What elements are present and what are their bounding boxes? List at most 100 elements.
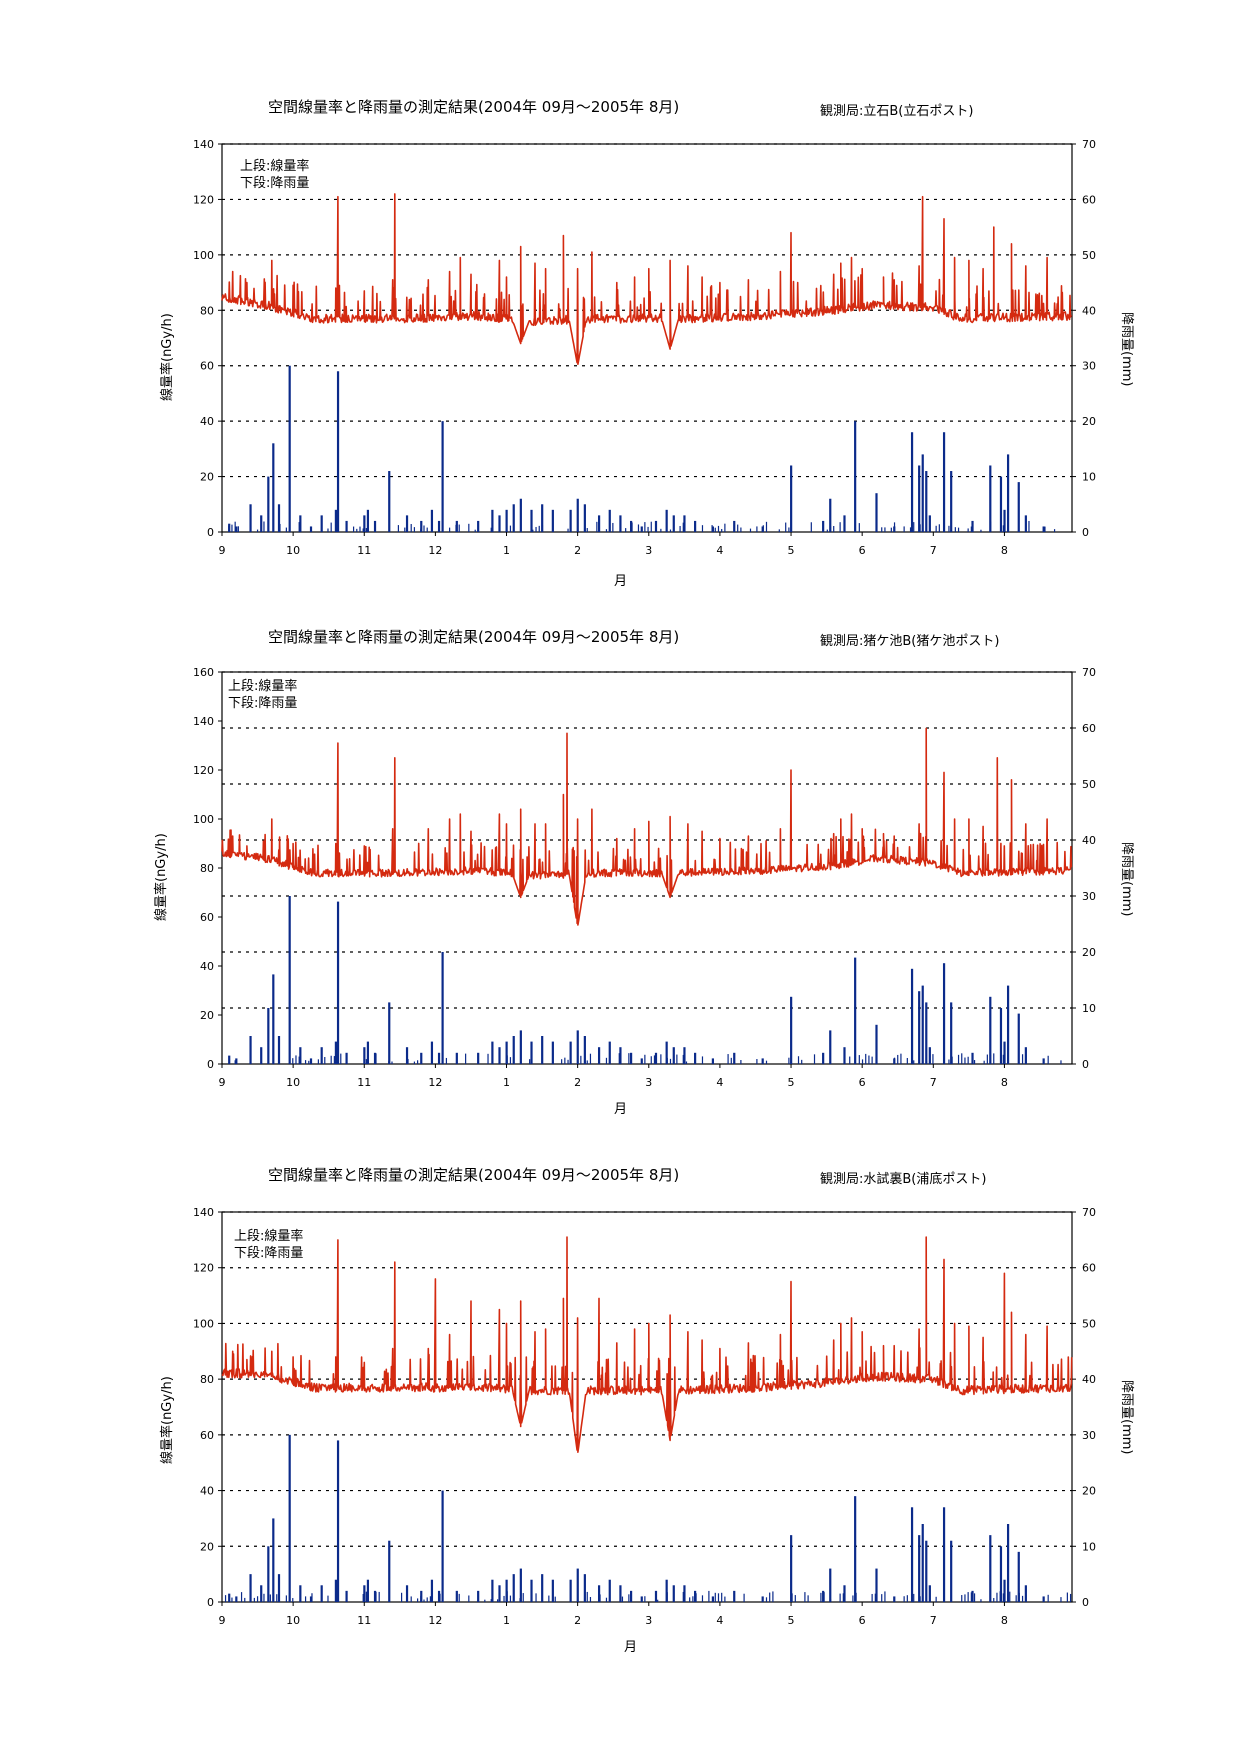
rain-bar — [829, 1568, 832, 1602]
rain-bar — [921, 454, 924, 532]
y-axis-label-left: 線量率(nGy/h) — [160, 1376, 175, 1464]
rain-bar — [441, 421, 444, 532]
rain-bar — [240, 1592, 243, 1602]
rain-bar — [1025, 522, 1027, 532]
rain-bar — [599, 1594, 601, 1602]
rain-bar — [640, 1596, 643, 1602]
rain-bar — [413, 1061, 416, 1064]
rain-bar — [263, 1593, 265, 1602]
rain-bar — [672, 1585, 675, 1602]
rain-bar — [299, 1585, 302, 1602]
rain-bar — [871, 1593, 873, 1602]
rain-bar — [928, 1047, 931, 1064]
y-axis-label-left: 線量率(nGy/h) — [160, 313, 175, 401]
rain-bar — [362, 1593, 364, 1602]
rain-bar — [1060, 1597, 1062, 1602]
y-tick-label-left: 100 — [193, 1317, 214, 1330]
rain-bar — [519, 1030, 522, 1064]
rain-bar — [388, 1060, 390, 1064]
rain-bar — [839, 522, 841, 532]
x-axis-label: 月 — [614, 1102, 628, 1117]
rain-bar — [586, 528, 588, 532]
rain-bar — [733, 520, 736, 532]
plot-frame — [221, 143, 1073, 533]
rain-bar — [971, 1052, 974, 1064]
y-tick-label-right: 50 — [1082, 249, 1096, 262]
rain-bar — [583, 1574, 586, 1602]
rain-bar — [762, 525, 764, 532]
rain-bar — [576, 498, 579, 532]
rain-bar — [260, 1585, 263, 1602]
rain-bar — [506, 1591, 508, 1602]
rain-bar — [743, 1593, 745, 1602]
rain-bar — [345, 520, 348, 532]
rain-bar — [954, 527, 956, 532]
y-tick-label-left: 120 — [193, 1262, 214, 1275]
rain-bar — [405, 1047, 409, 1064]
x-tick-label: 6 — [859, 544, 866, 557]
rain-bar — [577, 1593, 579, 1602]
rain-bar — [701, 525, 704, 532]
chart-panel-3: 空間線量率と降雨量の測定結果(2004年 09月～2005年 8月) 観測局:水… — [0, 1164, 1240, 1704]
rain-bar — [267, 476, 270, 532]
x-axis-label: 月 — [614, 574, 628, 589]
y-tick-label-right: 40 — [1082, 834, 1096, 847]
rain-bar — [692, 1596, 694, 1602]
rain-bar — [1003, 1041, 1006, 1064]
station-label: 観測局:立石B(立石ポスト) — [820, 104, 974, 119]
rain-bar — [362, 528, 364, 532]
rain-bar — [1002, 1054, 1004, 1064]
rain-bar — [711, 1058, 714, 1064]
rain-bar — [868, 1055, 870, 1064]
dose-rate-line — [221, 1236, 1073, 1453]
y-tick-label-right: 20 — [1082, 1485, 1096, 1498]
rain-bar — [272, 443, 275, 532]
rain-bar — [629, 520, 633, 532]
rain-bar — [772, 1591, 774, 1602]
plot-frame — [221, 1211, 1073, 1603]
rain-bar — [285, 1595, 287, 1602]
y-tick-label-left: 60 — [200, 911, 214, 924]
rain-bar — [1006, 454, 1010, 532]
rain-bar — [733, 1053, 736, 1064]
x-tick-label: 10 — [286, 1076, 300, 1089]
rain-bar — [950, 1540, 953, 1602]
rain-bar — [330, 1055, 332, 1064]
rain-bar — [308, 1060, 310, 1064]
chart-title: 空間線量率と降雨量の測定結果(2004年 09月～2005年 8月) — [268, 1166, 680, 1184]
rain-bar — [682, 1591, 684, 1602]
rain-bar — [1066, 1592, 1068, 1602]
rain-bar — [477, 1593, 480, 1602]
rain-bar — [583, 504, 586, 532]
rain-bar — [682, 1054, 684, 1064]
station-label: 観測局:水試裏B(浦底ポスト) — [820, 1172, 987, 1187]
rain-bar — [932, 1054, 934, 1064]
rain-bar — [465, 1053, 467, 1064]
station-label: 観測局:猪ケ池B(猪ケ池ポスト) — [820, 634, 1000, 649]
rain-bar — [449, 527, 451, 532]
x-tick-label: 3 — [645, 1076, 652, 1089]
y-tick-label-right: 60 — [1082, 1262, 1096, 1275]
rain-bar — [999, 1591, 1001, 1602]
y-tick-label-left: 40 — [200, 415, 214, 428]
rain-bar — [961, 1595, 963, 1602]
y-tick-label-right: 0 — [1082, 526, 1089, 539]
rain-bar — [320, 1047, 323, 1064]
x-tick-label: 8 — [1001, 1614, 1008, 1627]
rain-bar — [569, 1041, 572, 1064]
y-tick-label-right: 30 — [1082, 360, 1096, 373]
rain-bar — [253, 1597, 255, 1602]
rain-bar — [249, 504, 252, 532]
rain-bar — [263, 521, 265, 532]
y-tick-label-right: 0 — [1082, 1058, 1089, 1071]
rain-bar — [790, 465, 793, 532]
rain-bar — [569, 1579, 572, 1602]
rain-bar — [551, 509, 554, 532]
rain-bar — [1002, 525, 1004, 532]
rain-bar — [288, 896, 291, 1064]
y-tick-label-left: 160 — [193, 666, 214, 679]
legend-note: 上段:線量率 下段:降雨量 — [228, 678, 297, 712]
rain-bar — [228, 1593, 231, 1602]
rain-bar — [345, 1052, 348, 1064]
